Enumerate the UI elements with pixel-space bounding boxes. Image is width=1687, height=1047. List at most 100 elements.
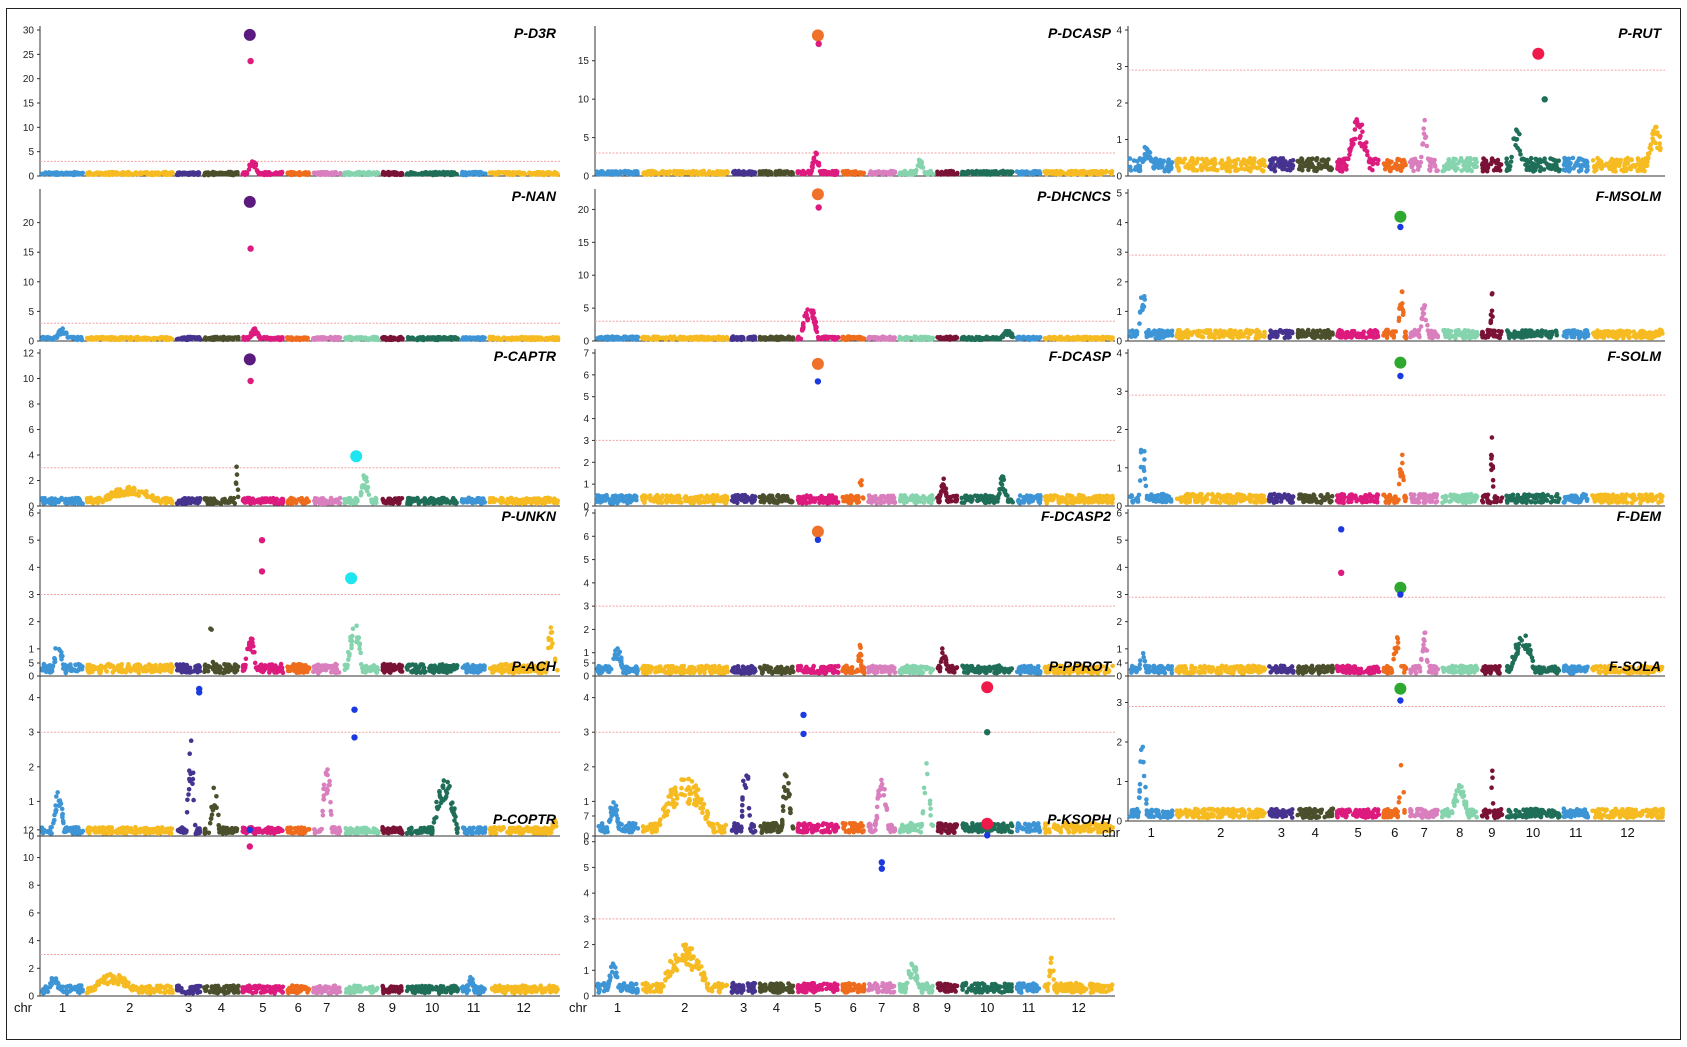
snp-point-chr3 (191, 669, 196, 674)
snp-point-chr8 (365, 172, 371, 177)
snp-point-chr7 (333, 664, 339, 669)
snp-point-chr11 (463, 170, 468, 175)
snp-point-chr9 (388, 986, 394, 992)
snp-point-chr1 (41, 499, 46, 505)
snp-point-chr8 (349, 642, 354, 648)
snp-point-chr9 (383, 335, 388, 341)
y-tick-label: 0 (28, 672, 34, 683)
snp-point-chr7 (337, 500, 343, 506)
snp-point-chr2 (145, 170, 150, 176)
snp-point-chr10 (433, 498, 439, 503)
y-tick-label: 3 (28, 590, 34, 601)
snp-point-chr2 (96, 170, 101, 176)
snp-point-chr7 (318, 336, 323, 342)
significant-snp-point (258, 537, 266, 544)
snp-point-chr5 (253, 163, 258, 168)
snp-point-chr12 (497, 337, 503, 343)
snp-point-chr5 (268, 990, 274, 995)
y-tick-label: 20 (23, 74, 35, 85)
snp-point-chr12 (496, 663, 502, 669)
snp-point-chr3 (187, 751, 192, 756)
snp-point-chr10 (439, 495, 445, 501)
snp-point-chr12 (509, 337, 515, 343)
snp-point-chr9 (399, 830, 405, 835)
snp-point-chr2 (85, 990, 91, 995)
snp-point-chr12 (542, 172, 548, 177)
snp-point-chr8 (348, 498, 354, 504)
snp-point-chr8 (366, 827, 371, 832)
snp-point-chr12 (548, 625, 554, 630)
y-tick-label: 12 (23, 349, 35, 360)
snp-point-chr10 (424, 985, 429, 990)
snp-point-chr9 (395, 501, 401, 506)
snp-point-chr10 (433, 667, 438, 672)
snp-point-chr1 (79, 336, 84, 342)
snp-point-chr10 (429, 336, 435, 342)
y-tick-label: 6 (28, 908, 34, 919)
snp-point-chr4 (216, 823, 221, 828)
snp-point-chr7 (320, 813, 326, 818)
snp-point-chr4 (203, 662, 208, 667)
snp-point-chr6 (291, 170, 297, 175)
snp-point-chr4 (216, 812, 221, 818)
snp-point-chr7 (328, 799, 333, 805)
snp-point-chr10 (419, 989, 424, 995)
snp-point-chr12 (530, 827, 535, 833)
snp-point-chr2 (106, 336, 112, 342)
snp-point-chr10 (443, 788, 449, 794)
snp-point-chr1 (71, 829, 76, 835)
snp-point-chr1 (65, 335, 70, 340)
snp-point-chr5 (250, 985, 255, 990)
snp-point-chr12 (538, 831, 544, 836)
snp-point-chr2 (106, 661, 111, 667)
snp-point-chr5 (268, 499, 273, 505)
snp-point-chr3 (189, 336, 194, 341)
snp-point-chr5 (268, 830, 273, 836)
snp-point-chr3 (186, 792, 191, 797)
snp-point-chr5 (251, 643, 256, 649)
snp-point-chr1 (60, 653, 65, 659)
snp-point-chr7 (320, 808, 325, 814)
significant-snp-point (351, 734, 358, 741)
snp-point-chr10 (453, 814, 458, 819)
snp-point-chr2 (159, 825, 165, 831)
snp-point-chr7 (334, 497, 339, 502)
snp-point-chr10 (429, 663, 434, 669)
snp-point-chr10 (406, 827, 412, 832)
y-tick-label: 6 (28, 425, 34, 436)
snp-point-chr10 (419, 662, 424, 667)
snp-point-chr5 (256, 983, 262, 989)
snp-point-chr2 (120, 825, 126, 830)
snp-point-chr7 (312, 666, 318, 671)
snp-point-chr2 (119, 492, 124, 498)
snp-point-chr5 (242, 663, 248, 668)
snp-point-chr2 (149, 494, 154, 500)
snp-point-chr4 (211, 785, 216, 791)
snp-point-chr1 (39, 171, 45, 177)
snp-point-chr12 (554, 337, 560, 342)
snp-point-chr5 (252, 649, 257, 655)
snp-point-chr10 (447, 171, 452, 176)
snp-point-chr4 (229, 170, 235, 175)
snp-point-chr8 (358, 650, 364, 656)
y-tick-label: 20 (23, 218, 35, 229)
snp-point-chr12 (507, 830, 512, 836)
snp-point-chr1 (77, 500, 83, 505)
snp-point-chr6 (299, 662, 305, 668)
snp-point-chr2 (140, 665, 145, 671)
snp-point-chr8 (362, 474, 367, 480)
y-tick-label: 2 (28, 762, 34, 773)
snp-point-chr8 (348, 335, 353, 340)
snp-point-chr2 (120, 979, 125, 985)
snp-point-chr2 (155, 667, 160, 673)
snp-point-chr10 (407, 336, 413, 342)
snp-point-chr7 (336, 670, 342, 675)
snp-point-chr2 (111, 974, 116, 979)
snp-point-chr4 (234, 989, 239, 995)
snp-point-chr7 (329, 669, 335, 675)
snp-point-chr12 (512, 499, 518, 505)
snp-point-chr4 (231, 496, 237, 501)
snp-point-chr8 (350, 626, 356, 632)
snp-point-chr4 (213, 498, 218, 504)
